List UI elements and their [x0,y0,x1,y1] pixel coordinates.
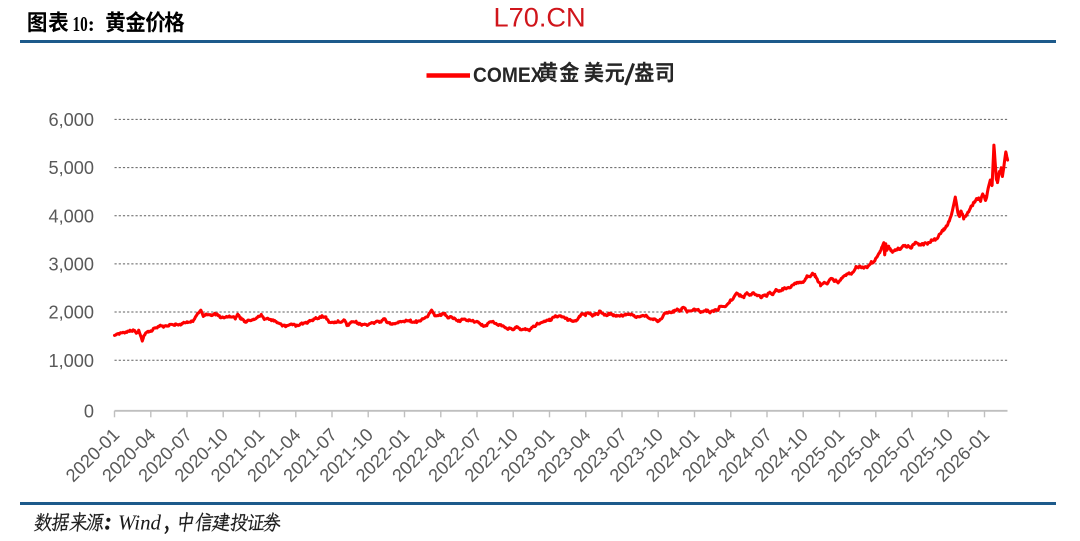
svg-text:2,000: 2,000 [48,303,94,323]
svg-text:L70.CN: L70.CN [494,1,586,32]
svg-text:6,000: 6,000 [48,110,94,130]
svg-text:10: 10 [73,12,88,36]
svg-text:3,000: 3,000 [48,255,94,275]
svg-text:COMEX: COMEX [473,64,544,87]
svg-text:5,000: 5,000 [48,158,94,178]
svg-text::: : [88,12,95,36]
svg-text:4,000: 4,000 [48,206,94,226]
svg-text:Wind: Wind [118,511,161,535]
svg-text:0: 0 [84,401,94,421]
svg-text:1,000: 1,000 [48,351,94,371]
